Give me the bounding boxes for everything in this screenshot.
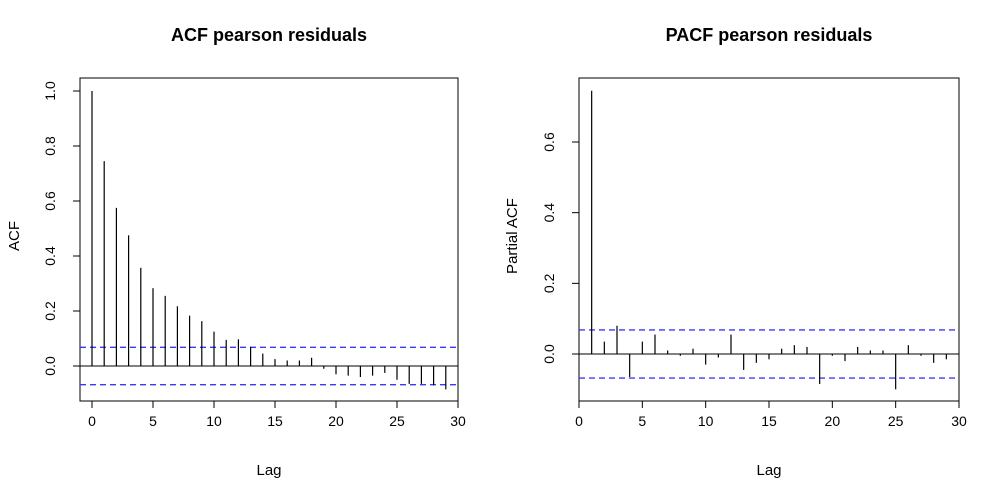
acf-y-tick-label: 0.4: [42, 246, 58, 266]
acf-x-tick-label: 5: [149, 413, 157, 429]
pacf-y-tick-label: 0.2: [541, 273, 557, 293]
pacf-panel: PACF pearson residuals Lag Partial ACF 0…: [504, 25, 967, 479]
acf-x-tick-label: 30: [450, 413, 466, 429]
pacf-x-tick-label: 25: [888, 413, 904, 429]
pacf-plot-frame: [578, 77, 960, 402]
acf-title: ACF pearson residuals: [171, 25, 367, 45]
pacf-x-axis-label: Lag: [756, 462, 781, 479]
pacf-y-tick-label: 0.0: [541, 344, 557, 364]
acf-x-tick-label: 0: [88, 413, 96, 429]
acf-y-axis-label: ACF: [6, 221, 23, 251]
pacf-y-tick-label: 0.6: [541, 132, 557, 152]
acf-y-tick-label: 1.0: [42, 81, 58, 101]
acf-x-axis-label: Lag: [256, 462, 281, 479]
pacf-marks: 0 5 10 15 20 25 30 0.0 0.2 0.4 0.6: [541, 90, 967, 429]
acf-plot-frame: [79, 77, 459, 402]
pacf-title: PACF pearson residuals: [666, 25, 873, 45]
acf-y-tick-label: 0.2: [42, 301, 58, 321]
pacf-y-axis-label: Partial ACF: [504, 198, 521, 274]
acf-x-tick-label: 15: [267, 413, 283, 429]
acf-y-tick-label: 0.8: [42, 136, 58, 156]
pacf-x-tick-label: 10: [698, 413, 714, 429]
pacf-y-tick-label: 0.4: [541, 203, 557, 223]
acf-y-tick-label: 0.6: [42, 191, 58, 211]
acf-panel: ACF pearson residuals Lag ACF 0 5 10 15 20 25…: [6, 25, 466, 479]
acf-marks: 0 5 10 15 20 25 30 0.0 0.2 0.4 0.6 0.8 1.0: [42, 81, 466, 429]
acf-x-tick-label: 25: [389, 413, 405, 429]
acf-x-tick-label: 10: [206, 413, 222, 429]
pacf-x-tick-label: 30: [951, 413, 967, 429]
acf-x-tick-label: 20: [328, 413, 344, 429]
pacf-x-tick-label: 20: [825, 413, 841, 429]
pacf-x-tick-label: 0: [575, 413, 583, 429]
pacf-x-tick-label: 15: [761, 413, 777, 429]
acf-y-tick-label: 0.0: [42, 356, 58, 376]
pacf-x-tick-label: 5: [638, 413, 646, 429]
